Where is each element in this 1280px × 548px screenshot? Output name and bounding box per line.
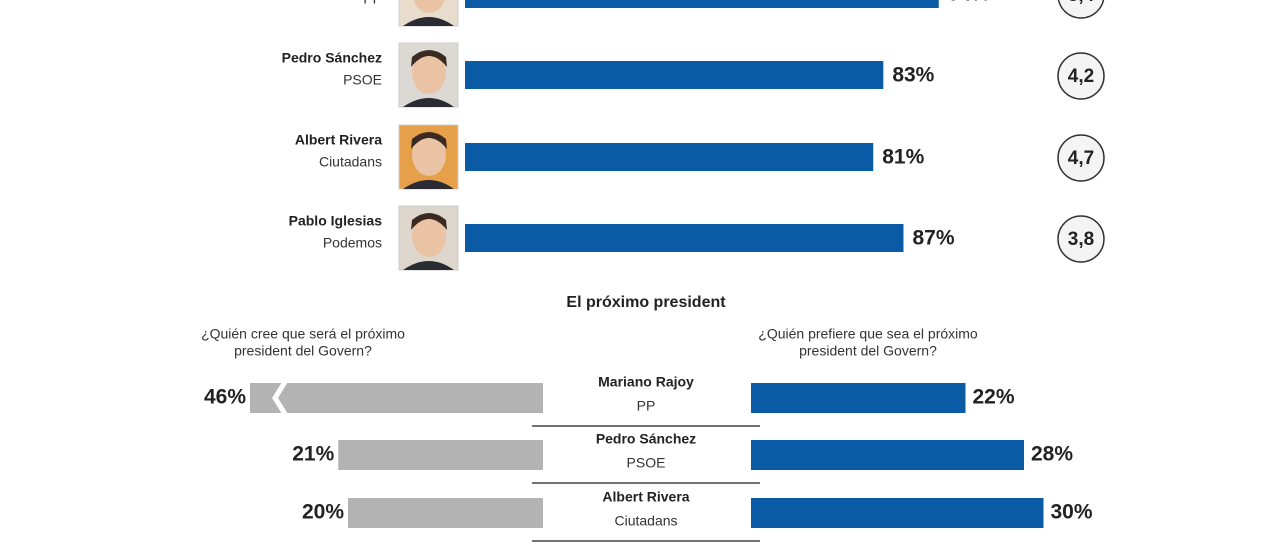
candidate-name: Mariano Rajoy xyxy=(598,374,694,390)
left-value-label: 46% xyxy=(204,386,246,409)
right-value-label: 22% xyxy=(973,386,1015,409)
candidate-name: Pablo Iglesias xyxy=(289,213,383,229)
photo-hair xyxy=(411,132,447,149)
photo-face xyxy=(412,52,446,94)
party-name: Ciutadans xyxy=(614,513,677,529)
value-label: 87% xyxy=(912,227,954,250)
right-bar xyxy=(751,383,966,413)
right-value-label: 28% xyxy=(1031,443,1073,466)
photo-body xyxy=(403,17,454,26)
right-bar xyxy=(751,440,1024,470)
score-circle xyxy=(1057,52,1105,100)
photo-hair xyxy=(411,213,447,230)
bar-break xyxy=(272,382,288,414)
right-question: ¿Quién prefiere que sea el próximo xyxy=(758,326,978,342)
party-name: PP xyxy=(637,398,656,414)
right-bar xyxy=(751,498,1044,528)
score-label: 3,8 xyxy=(1068,229,1094,250)
photo-face xyxy=(413,0,445,13)
score-circle xyxy=(1057,0,1105,19)
bar xyxy=(465,224,904,252)
bar xyxy=(465,61,884,89)
candidate-photo xyxy=(398,205,459,271)
left-bar xyxy=(348,498,543,528)
score-circle xyxy=(1057,134,1105,182)
candidate-photo xyxy=(398,124,459,190)
left-value-label: 20% xyxy=(302,501,344,524)
left-value-label: 21% xyxy=(292,443,334,466)
party-name: Ciutadans xyxy=(319,154,382,170)
right-value-label: 30% xyxy=(1051,501,1093,524)
score-label: 4,7 xyxy=(1068,148,1094,169)
left-question: president del Govern? xyxy=(234,343,372,359)
score-label: 4,2 xyxy=(1068,66,1094,87)
candidate-name: Pedro Sánchez xyxy=(596,431,696,447)
value-label: 94% xyxy=(948,0,990,6)
candidate-name: Albert Rivera xyxy=(295,132,382,148)
value-label: 81% xyxy=(882,146,924,169)
left-bar xyxy=(338,440,543,470)
photo-face xyxy=(412,134,446,176)
party-name: PSOE xyxy=(343,72,382,88)
right-question: president del Govern? xyxy=(799,343,937,359)
value-label: 83% xyxy=(892,64,934,87)
photo-hair xyxy=(411,50,447,67)
photo-body xyxy=(403,98,454,107)
candidate-photo xyxy=(398,0,459,27)
left-question: ¿Quién cree que será el próximo xyxy=(201,326,405,342)
score-label: 3,4 xyxy=(1068,0,1095,6)
photo-body xyxy=(403,261,454,270)
candidate-name: Albert Rivera xyxy=(602,489,689,505)
score-circle xyxy=(1057,215,1105,263)
party-name: PP xyxy=(363,0,382,7)
left-bar xyxy=(250,383,543,413)
bar xyxy=(465,0,939,8)
candidate-photo xyxy=(398,42,459,108)
section-title: El próximo president xyxy=(566,294,726,311)
photo-face xyxy=(412,215,446,257)
bar xyxy=(465,143,874,171)
party-name: Podemos xyxy=(323,235,382,251)
photo-body xyxy=(403,180,454,189)
candidate-name: Pedro Sánchez xyxy=(282,50,382,66)
party-name: PSOE xyxy=(627,455,666,471)
